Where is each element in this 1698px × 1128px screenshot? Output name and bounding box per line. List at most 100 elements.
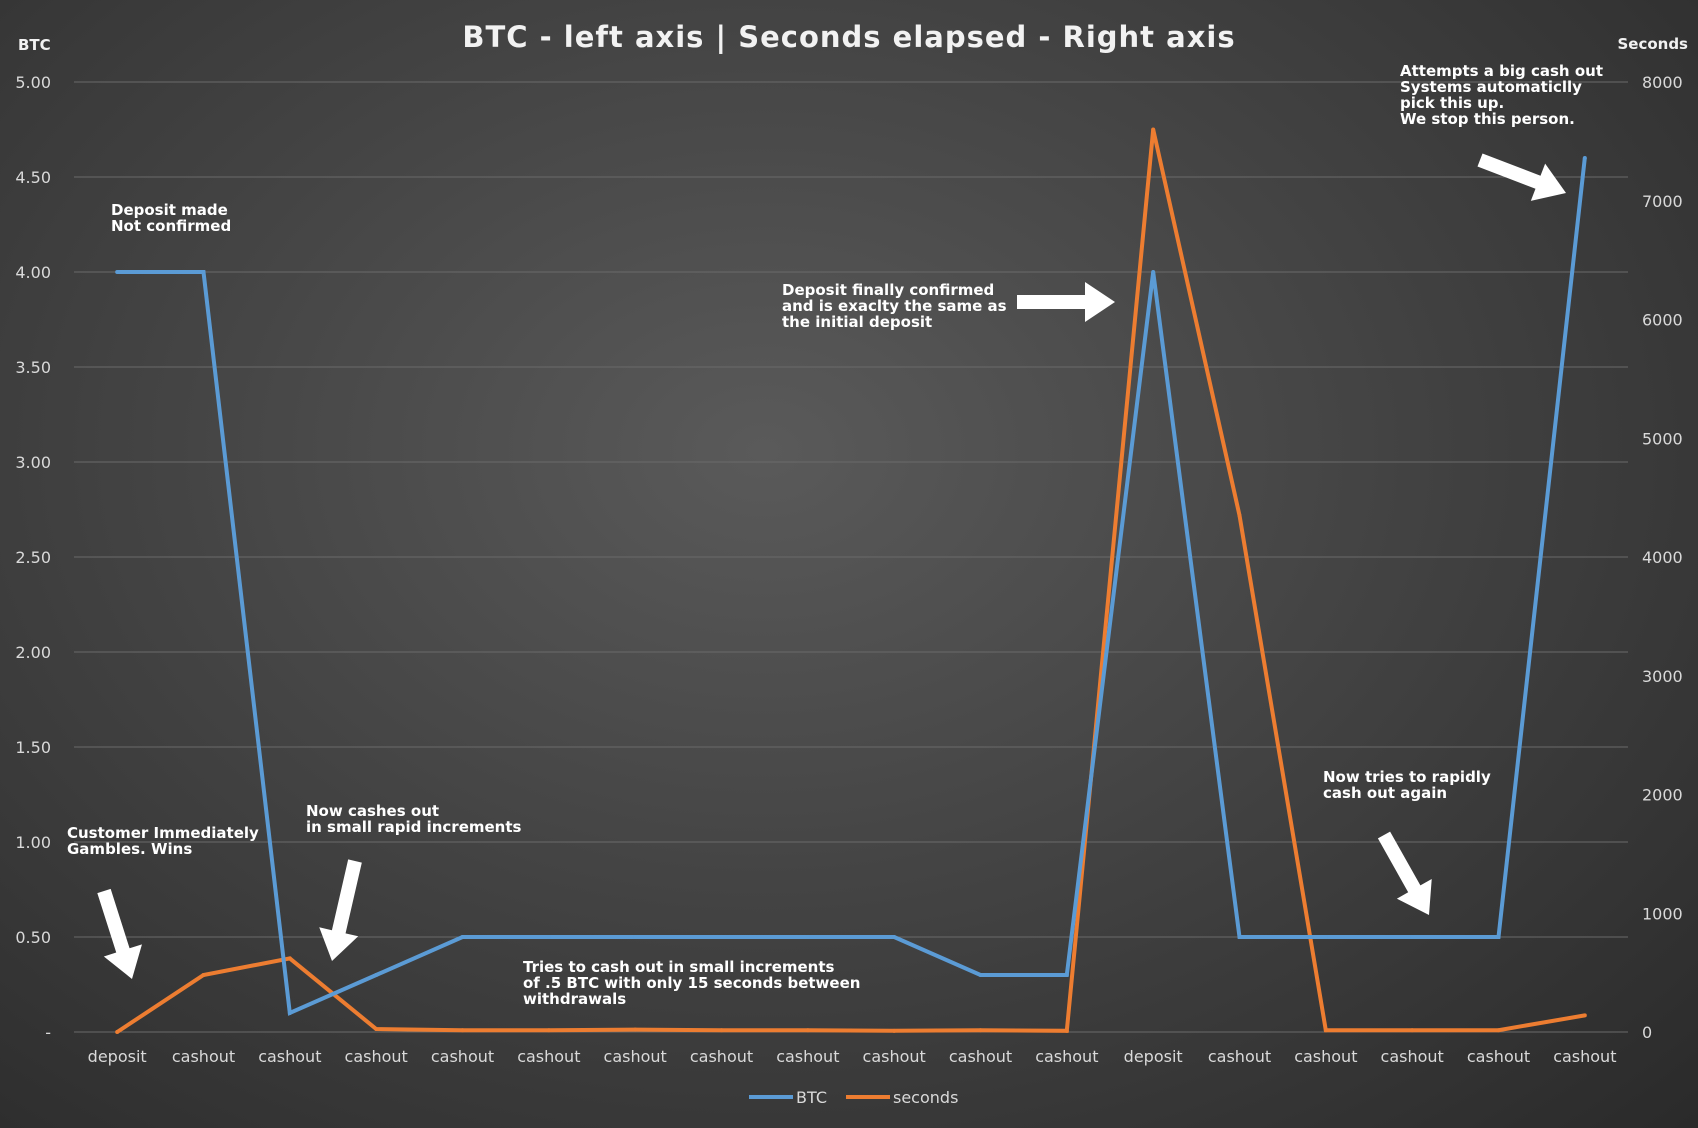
right-tick-label: 2000 xyxy=(1642,786,1683,805)
data-point-seconds xyxy=(1151,127,1156,132)
data-point-BTC xyxy=(1151,270,1156,274)
annotation-cashes-out-small: in small rapid increments xyxy=(306,818,522,836)
data-point-seconds xyxy=(633,1027,638,1032)
arrow-rapid-cash-out-again xyxy=(1377,831,1432,916)
right-tick-label: 4000 xyxy=(1642,548,1683,567)
grid-layer xyxy=(74,81,1628,1033)
annotation-deposit-made: Deposit made xyxy=(111,201,228,219)
legend: BTC seconds xyxy=(749,1088,958,1107)
data-point-seconds xyxy=(805,1028,810,1033)
left-tick-label: 4.00 xyxy=(15,263,51,282)
data-point-BTC xyxy=(546,935,551,939)
arrow-cashes-out-small xyxy=(319,859,362,962)
arrow-big-cash-out xyxy=(1477,153,1567,201)
annotation-big-cash-out: Systems automaticlly xyxy=(1400,78,1582,96)
annotation-big-cash-out: Attempts a big cash out xyxy=(1400,62,1603,80)
category-label: cashout xyxy=(1467,1047,1530,1066)
category-label: cashout xyxy=(1381,1047,1444,1066)
left-tick-label: 3.50 xyxy=(15,358,51,377)
data-point-BTC xyxy=(978,973,983,977)
data-point-seconds xyxy=(1582,1013,1587,1018)
data-point-seconds xyxy=(115,1030,120,1034)
category-label: cashout xyxy=(345,1047,408,1066)
left-tick-label: 5.00 xyxy=(15,73,51,92)
right-tick-label: 3000 xyxy=(1642,667,1683,686)
annotation-big-cash-out: We stop this person. xyxy=(1400,110,1575,128)
category-label: cashout xyxy=(1208,1047,1271,1066)
data-point-BTC xyxy=(287,1011,292,1015)
series-line-seconds xyxy=(116,129,1586,1034)
data-point-BTC xyxy=(460,935,465,939)
annotation-cashes-out-small: Now cashes out xyxy=(306,802,439,820)
annotation-tries-cash-out: withdrawals xyxy=(523,990,626,1008)
data-point-BTC xyxy=(719,935,724,939)
data-point-seconds xyxy=(546,1028,551,1033)
right-tick-label: 5000 xyxy=(1642,429,1683,448)
annotation-rapid-cash-out-again: cash out again xyxy=(1323,784,1447,802)
data-point-seconds xyxy=(1064,1028,1069,1033)
annotation-rapid-cash-out-again: Now tries to rapidly xyxy=(1323,768,1491,786)
category-label: cashout xyxy=(1294,1047,1357,1066)
data-point-seconds xyxy=(1496,1028,1501,1033)
annotation-deposit-made: Not confirmed xyxy=(111,217,231,235)
annotation-deposit-confirmed: the initial deposit xyxy=(782,313,932,331)
annotation-big-cash-out: pick this up. xyxy=(1400,94,1504,112)
left-tick-label: 2.50 xyxy=(15,548,51,567)
data-point-BTC xyxy=(1323,935,1328,939)
data-point-seconds xyxy=(1323,1028,1328,1033)
category-label: cashout xyxy=(258,1047,321,1066)
right-tick-label: 7000 xyxy=(1642,192,1683,211)
category-label: deposit xyxy=(88,1047,147,1066)
data-point-BTC xyxy=(1237,935,1242,939)
right-tick-label: 1000 xyxy=(1642,904,1683,923)
category-label: cashout xyxy=(431,1047,494,1066)
data-point-seconds xyxy=(201,973,206,977)
data-point-BTC xyxy=(115,270,120,274)
category-label: deposit xyxy=(1124,1047,1183,1066)
data-point-BTC xyxy=(633,935,638,939)
left-tick-label: - xyxy=(45,1023,51,1042)
annotation-customer-gambles: Gambles. Wins xyxy=(67,840,192,858)
arrow-layer xyxy=(97,153,1567,980)
legend-label-BTC: BTC xyxy=(796,1088,827,1107)
annotation-deposit-confirmed: and is exaclty the same as xyxy=(782,297,1007,315)
tick-layer: - 0.50 1.00 1.50 2.00 2.50 3.00 3.50 4.00 4.50 5.0… xyxy=(15,73,1682,1066)
data-point-BTC xyxy=(374,973,379,977)
data-point-BTC xyxy=(892,935,897,939)
category-label: cashout xyxy=(172,1047,235,1066)
annotation-tries-cash-out: Tries to cash out in small increments xyxy=(523,958,835,976)
series-line-BTC xyxy=(117,157,1587,1016)
right-tick-label: 0 xyxy=(1642,1023,1652,1042)
left-tick-label: 4.50 xyxy=(15,168,51,187)
data-point-BTC xyxy=(1582,156,1587,160)
category-label: cashout xyxy=(604,1047,667,1066)
arrow-deposit-confirmed xyxy=(1017,282,1115,322)
left-tick-label: 0.50 xyxy=(15,928,51,947)
category-label: cashout xyxy=(863,1047,926,1066)
legend-label-seconds: seconds xyxy=(893,1088,958,1107)
left-tick-label: 2.00 xyxy=(15,643,51,662)
data-point-BTC xyxy=(201,270,206,274)
data-point-seconds xyxy=(460,1028,465,1033)
data-point-seconds xyxy=(1237,513,1242,518)
data-point-seconds xyxy=(1410,1028,1415,1033)
series-layer xyxy=(115,127,1587,1034)
data-point-seconds xyxy=(978,1028,983,1033)
category-label: cashout xyxy=(949,1047,1012,1066)
left-tick-label: 3.00 xyxy=(15,453,51,472)
annotation-tries-cash-out: of .5 BTC with only 15 seconds between xyxy=(523,974,860,992)
data-point-BTC xyxy=(1064,973,1069,977)
chart-title: BTC - left axis | Seconds elapsed - Righ… xyxy=(462,20,1235,54)
right-tick-label: 8000 xyxy=(1642,73,1683,92)
data-point-seconds xyxy=(892,1028,897,1033)
category-label: cashout xyxy=(517,1047,580,1066)
right-tick-label: 6000 xyxy=(1642,311,1683,330)
category-label: cashout xyxy=(776,1047,839,1066)
category-label: cashout xyxy=(690,1047,753,1066)
data-point-seconds xyxy=(374,1027,379,1032)
category-label: cashout xyxy=(1553,1047,1616,1066)
left-axis-title: BTC xyxy=(18,36,51,54)
right-axis-title: Seconds xyxy=(1617,35,1688,53)
